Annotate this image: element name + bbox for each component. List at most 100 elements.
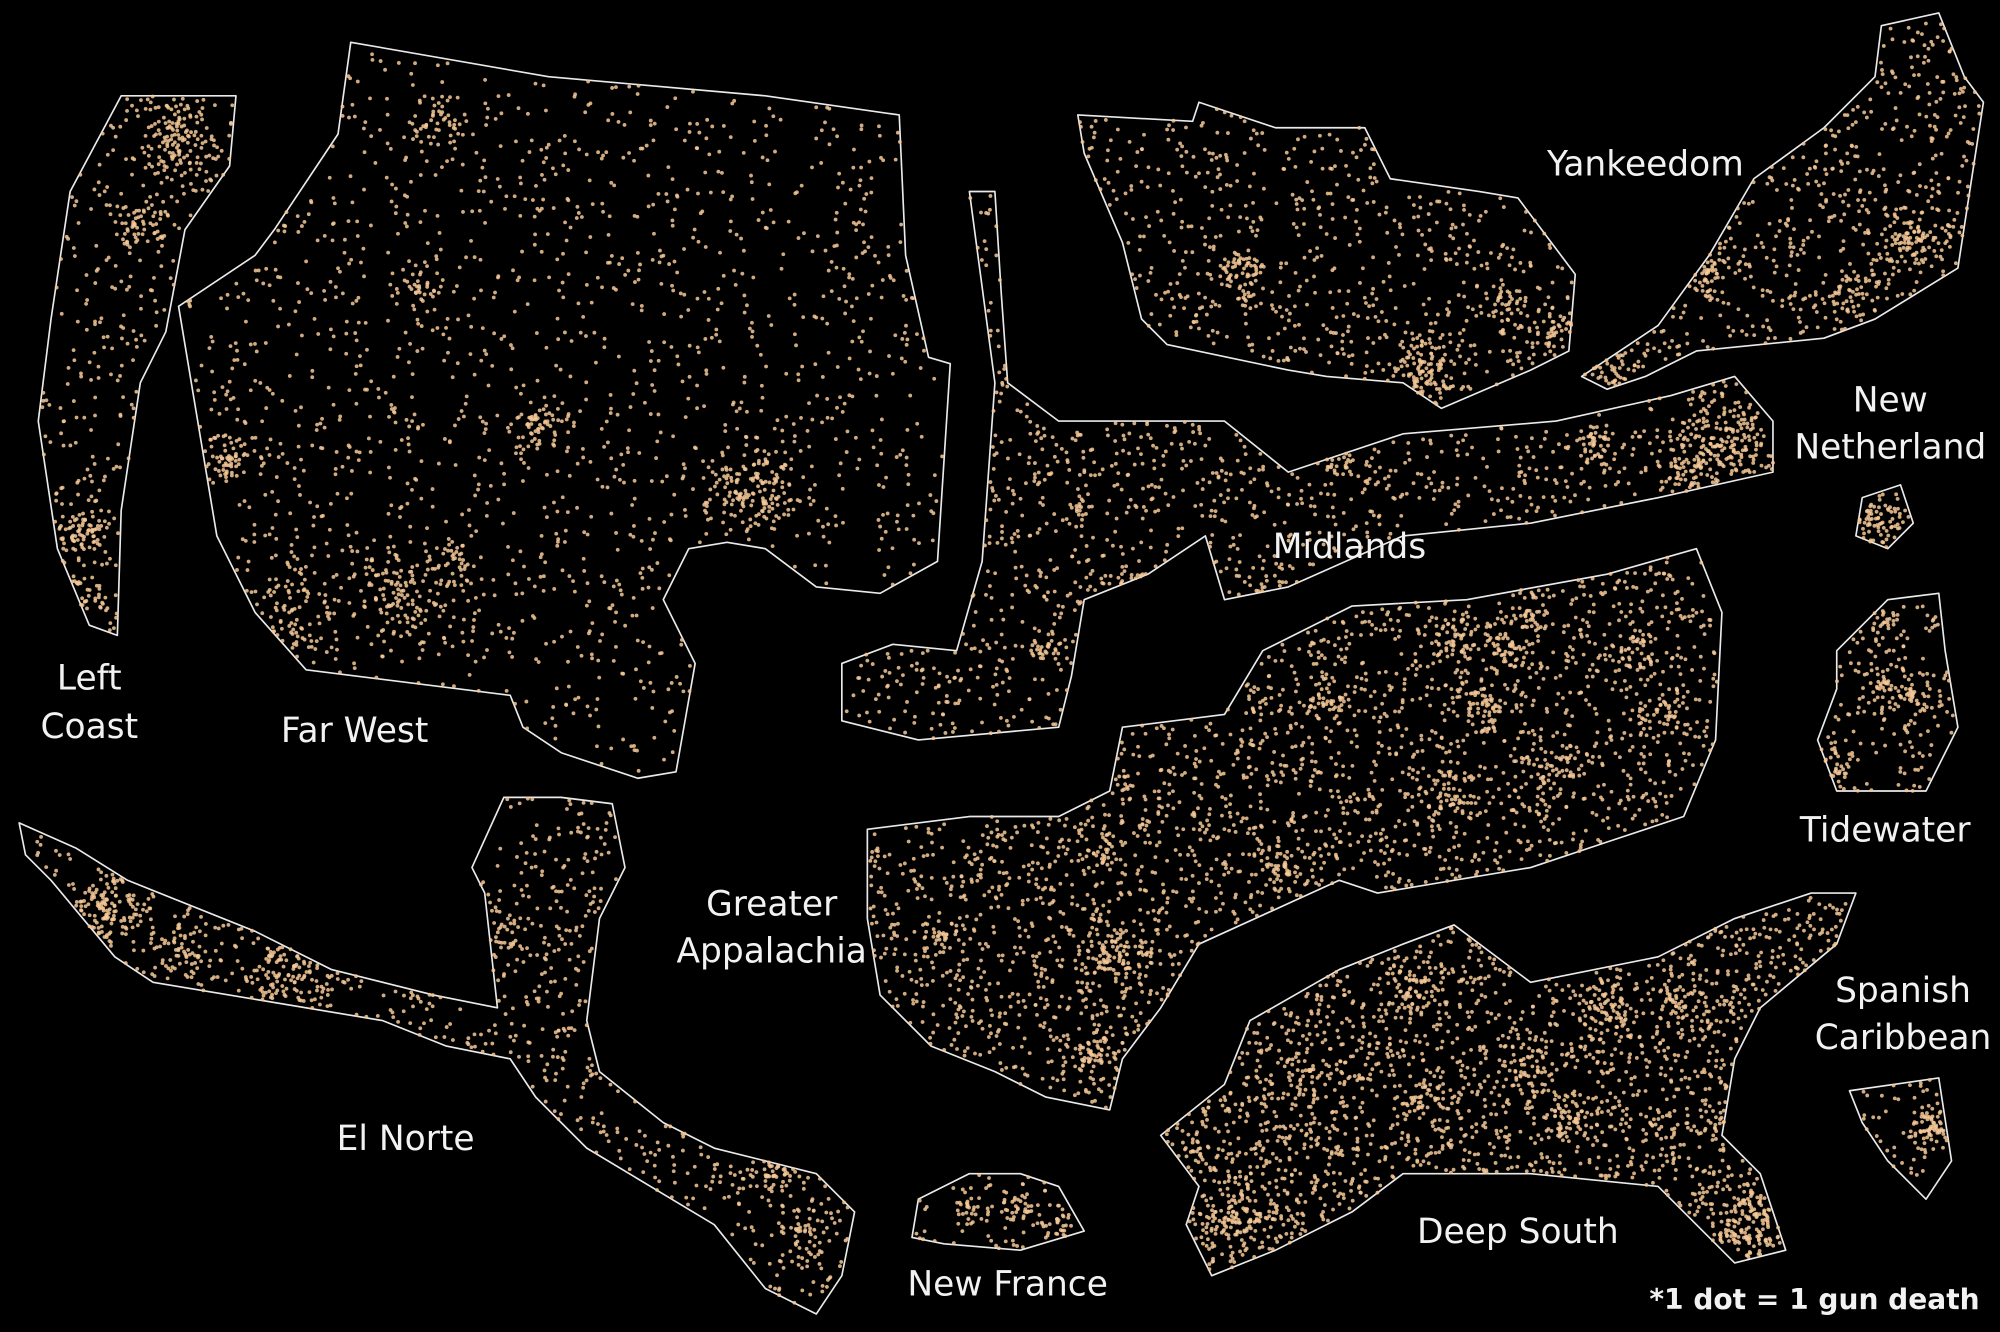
gun-death-dot — [422, 94, 427, 99]
gun-death-dot — [966, 688, 971, 693]
gun-death-dot — [1917, 229, 1922, 233]
gun-death-dot — [90, 479, 94, 484]
gun-death-dot — [906, 472, 911, 477]
gun-death-dot — [956, 701, 961, 706]
gun-death-dot — [932, 473, 937, 478]
gun-death-dot — [333, 657, 338, 661]
gun-death-dot — [1124, 564, 1129, 569]
gun-death-dot — [1308, 249, 1312, 253]
gun-death-dot — [387, 414, 391, 419]
gun-death-dot — [1711, 382, 1716, 387]
gun-death-dot — [485, 648, 489, 652]
gun-death-dot — [307, 633, 312, 638]
gun-death-dot — [1460, 338, 1465, 343]
gun-death-dot — [792, 439, 797, 444]
gun-death-dot — [652, 121, 657, 126]
gun-death-dot — [1567, 330, 1572, 334]
gun-death-dot — [418, 126, 423, 131]
gun-death-dot — [844, 450, 849, 455]
gun-death-dot — [409, 287, 414, 291]
gun-death-dot — [1921, 260, 1926, 265]
gun-death-dot — [1515, 351, 1519, 355]
gun-death-dot — [1295, 207, 1300, 212]
gun-death-dot — [1305, 180, 1310, 184]
gun-death-dot — [476, 688, 481, 693]
gun-death-dot — [1528, 263, 1533, 268]
gun-death-dot — [1847, 287, 1852, 292]
gun-death-dot — [614, 531, 618, 535]
gun-death-dot — [1238, 215, 1243, 220]
gun-death-dot — [296, 589, 301, 594]
gun-death-dot — [273, 605, 278, 610]
gun-death-dot — [722, 510, 727, 515]
gun-death-dot — [1848, 295, 1853, 300]
gun-death-dot — [1927, 90, 1932, 95]
gun-death-dot — [1902, 40, 1907, 44]
gun-death-dot — [774, 449, 778, 454]
gun-death-dot — [1073, 548, 1078, 552]
gun-death-dot — [146, 125, 151, 130]
gun-death-dot — [430, 487, 435, 491]
gun-death-dot — [728, 135, 733, 140]
gun-death-dot — [1733, 400, 1738, 405]
gun-death-dot — [496, 622, 501, 627]
gun-death-dot — [269, 615, 273, 619]
gun-death-dot — [701, 476, 706, 480]
gun-death-dot — [1361, 188, 1366, 193]
gun-death-dot — [1365, 530, 1370, 535]
gun-death-dot — [233, 341, 238, 346]
gun-death-dot — [1247, 500, 1252, 505]
gun-death-dot — [1156, 167, 1161, 172]
gun-death-dot — [87, 545, 92, 550]
gun-death-dot — [795, 498, 800, 502]
gun-death-dot — [970, 729, 974, 734]
gun-death-dot — [1240, 303, 1245, 308]
gun-death-dot — [355, 79, 360, 84]
gun-death-dot — [1462, 294, 1467, 299]
gun-death-dot — [931, 736, 936, 741]
gun-death-dot — [1711, 346, 1716, 351]
gun-death-dot — [706, 296, 711, 301]
gun-death-dot — [1152, 458, 1156, 463]
gun-death-dot — [1863, 276, 1868, 281]
gun-death-dot — [294, 527, 299, 532]
gun-death-dot — [1214, 155, 1219, 160]
gun-death-dot — [1182, 420, 1187, 424]
gun-death-dot — [1056, 603, 1061, 608]
gun-death-dot — [1548, 334, 1552, 339]
gun-death-dot — [1242, 151, 1247, 155]
gun-death-dot — [1121, 448, 1125, 453]
gun-death-dot — [92, 546, 97, 551]
gun-death-dot — [1371, 513, 1376, 518]
gun-death-dot — [461, 558, 466, 562]
gun-death-dot — [1814, 179, 1819, 184]
gun-death-dot — [565, 449, 569, 454]
gun-death-dot — [844, 709, 849, 714]
gun-death-dot — [1351, 527, 1356, 532]
gun-death-dot — [231, 395, 236, 400]
gun-death-dot — [688, 663, 692, 668]
gun-death-dot — [1252, 257, 1257, 262]
gun-death-dot — [1209, 508, 1214, 513]
gun-death-dot — [1879, 85, 1884, 90]
gun-death-dot — [984, 211, 989, 215]
gun-death-dot — [634, 381, 639, 386]
gun-death-dot — [637, 268, 641, 273]
gun-death-dot — [756, 484, 760, 489]
gun-death-dot — [606, 118, 611, 123]
gun-death-dot — [1751, 285, 1756, 290]
gun-death-dot — [821, 534, 826, 539]
gun-death-dot — [1261, 467, 1265, 472]
gun-death-dot — [1836, 129, 1841, 134]
gun-death-dot — [997, 729, 1001, 734]
gun-death-dot — [1372, 447, 1377, 452]
gun-death-dot — [999, 391, 1004, 396]
gun-death-dot — [408, 524, 413, 529]
gun-death-dot — [1252, 171, 1256, 176]
gun-death-dot — [229, 473, 234, 478]
gun-death-dot — [388, 475, 392, 480]
gun-death-dot — [463, 564, 468, 569]
gun-death-dot — [742, 310, 747, 315]
gun-death-dot — [1448, 257, 1453, 262]
gun-death-dot — [1896, 180, 1901, 184]
